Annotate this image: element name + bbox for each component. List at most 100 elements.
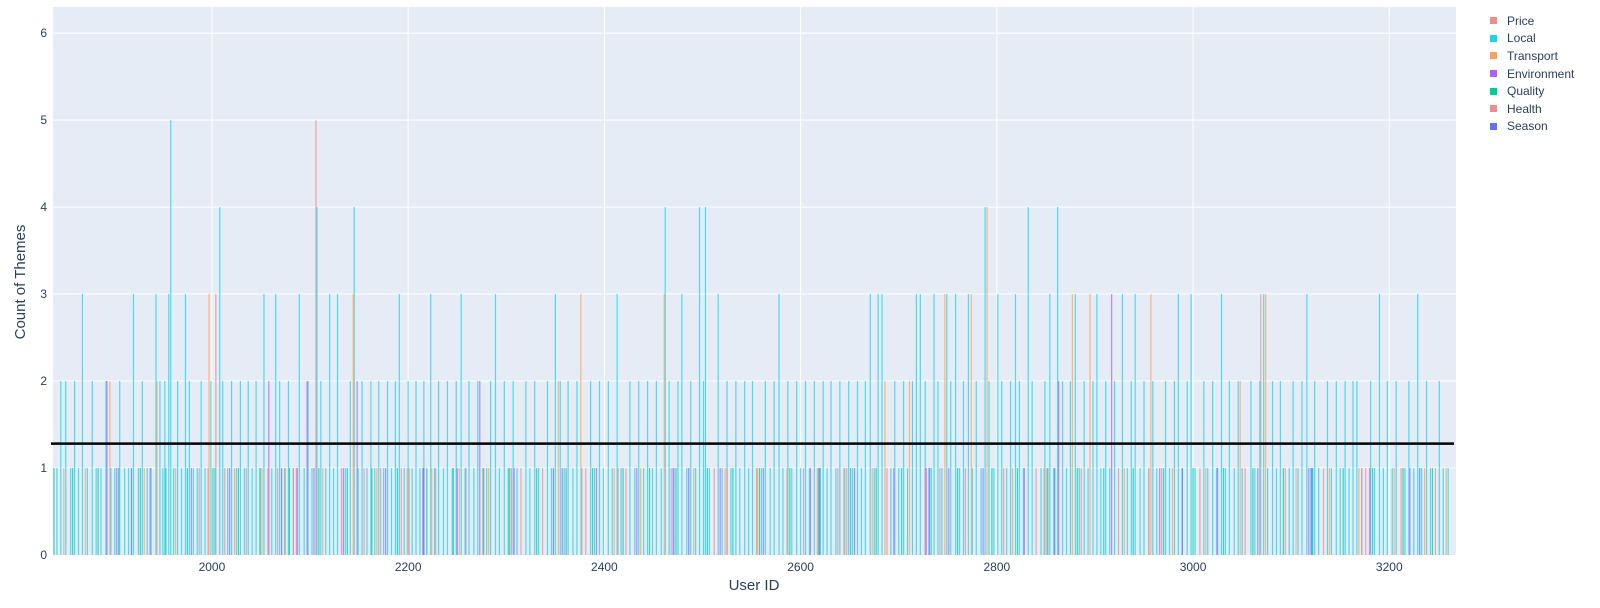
bar-local	[1074, 294, 1076, 555]
bar-local	[1031, 381, 1033, 555]
bar-environment	[561, 468, 563, 555]
bar-local	[546, 381, 549, 555]
bar-local	[283, 468, 286, 555]
bar-local	[446, 381, 449, 555]
bar-local	[1173, 381, 1176, 555]
bar-transport	[1071, 294, 1073, 555]
bar-local	[177, 381, 179, 555]
bar-local	[507, 468, 509, 555]
bar-quality	[1282, 468, 1284, 555]
bar-price	[1400, 468, 1402, 555]
bar-quality	[1431, 468, 1434, 555]
bar-local	[200, 381, 202, 555]
legend-swatch	[1490, 122, 1497, 130]
bar-local	[210, 381, 212, 555]
bar-quality	[648, 468, 651, 555]
bar-environment	[190, 468, 192, 555]
bar-transport	[406, 468, 408, 555]
bar-local	[349, 381, 351, 555]
bar-local	[1330, 468, 1332, 555]
bar-transport	[693, 468, 695, 555]
bar-local	[398, 294, 400, 555]
bar-environment	[925, 468, 927, 555]
bar-local	[1279, 381, 1281, 555]
bar-environment	[268, 381, 270, 555]
bar-transport	[352, 294, 354, 555]
bar-local	[1109, 468, 1111, 555]
x-axis-title: User ID	[729, 577, 780, 594]
bar-local	[243, 468, 245, 555]
legend-label: Local	[1507, 31, 1536, 46]
bar-transport	[557, 381, 559, 555]
bar-quality	[706, 468, 709, 555]
legend-item-health[interactable]: Health	[1490, 100, 1574, 118]
bar-local	[344, 468, 346, 555]
bar-local	[1318, 468, 1320, 555]
bar-local	[1378, 294, 1381, 555]
bar-local	[279, 381, 281, 555]
bar-local	[634, 468, 636, 555]
bar-local	[188, 381, 190, 555]
bar-local	[593, 468, 596, 555]
bar-local	[370, 381, 372, 555]
bar-local	[1408, 381, 1410, 555]
legend-swatch	[1490, 52, 1497, 60]
bar-local	[848, 381, 850, 555]
bar-season	[1419, 468, 1421, 555]
bar-local	[971, 468, 973, 555]
bar-local	[898, 468, 900, 555]
bar-health	[1148, 468, 1150, 555]
bar-local	[581, 468, 583, 555]
bar-environment	[1308, 468, 1310, 555]
bar-local	[864, 381, 866, 555]
legend-item-season[interactable]: Season	[1490, 118, 1574, 136]
bar-local	[196, 468, 198, 555]
bar-local	[366, 468, 368, 555]
bar-price	[277, 468, 279, 555]
bar-transport	[233, 468, 236, 555]
bar-local	[333, 468, 335, 555]
bar-environment	[1257, 468, 1259, 555]
bar-transport	[143, 468, 145, 555]
bar-local	[374, 468, 376, 555]
bar-local	[1105, 381, 1107, 555]
bar-local	[411, 468, 413, 555]
bar-local	[455, 381, 457, 555]
bar-price	[1161, 468, 1163, 555]
bar-local	[873, 468, 875, 555]
bar-local	[1194, 468, 1196, 555]
bar-season	[928, 468, 930, 555]
bar-environment	[342, 468, 345, 555]
bar-local	[170, 120, 172, 555]
bar-local	[361, 381, 363, 555]
bar-environment	[149, 468, 151, 555]
bar-environment	[948, 468, 950, 555]
bar-health	[939, 468, 941, 555]
bar-transport	[376, 468, 378, 555]
bar-local	[239, 381, 241, 555]
bar-local	[997, 294, 999, 555]
bar-local	[975, 381, 977, 555]
bar-local	[168, 294, 170, 555]
bar-local	[298, 294, 300, 555]
bar-transport	[1150, 294, 1152, 555]
bar-season	[552, 468, 554, 555]
bar-quality	[1252, 468, 1254, 555]
legend-item-local[interactable]: Local	[1490, 30, 1574, 48]
bar-transport	[109, 381, 111, 555]
bar-local	[1156, 468, 1158, 555]
bar-price	[846, 468, 848, 555]
legend-item-price[interactable]: Price	[1490, 12, 1574, 30]
bar-quality	[1076, 468, 1078, 555]
bar-local	[1186, 381, 1188, 555]
bar-environment	[384, 468, 387, 555]
bar-local	[357, 468, 359, 555]
bar-quality	[97, 468, 99, 555]
bar-local	[616, 294, 618, 555]
bar-local	[222, 381, 224, 555]
legend-item-environment[interactable]: Environment	[1490, 65, 1574, 83]
legend-item-transport[interactable]: Transport	[1490, 47, 1574, 65]
bar-local	[760, 468, 762, 555]
legend-item-quality[interactable]: Quality	[1490, 82, 1574, 100]
bar-quality	[508, 468, 510, 555]
